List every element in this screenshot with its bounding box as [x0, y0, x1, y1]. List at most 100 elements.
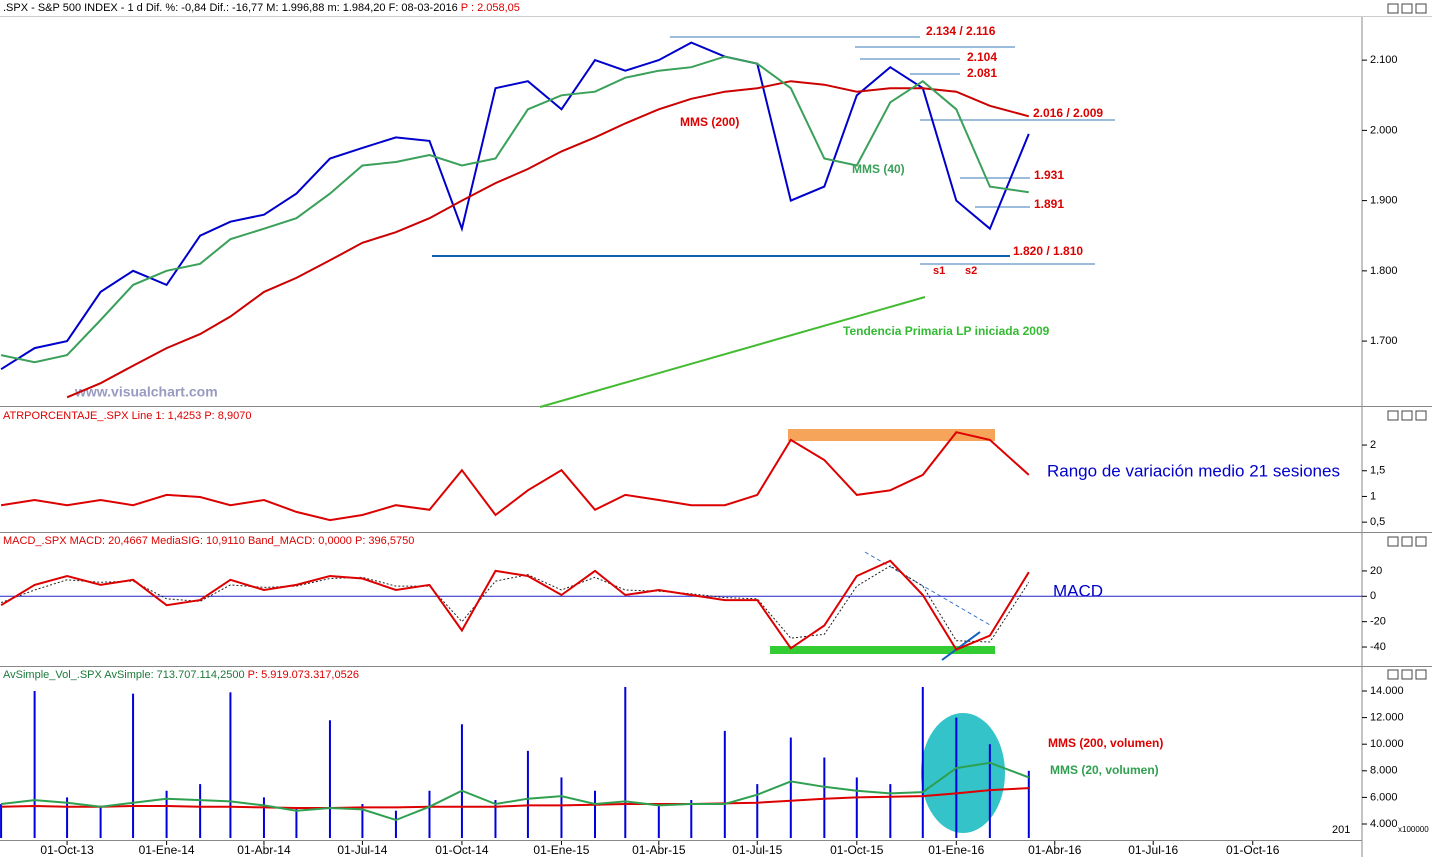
level-label: 2.016 / 2.009: [1033, 106, 1103, 120]
volume-bar: [361, 804, 364, 838]
unit-label: x100000: [1398, 825, 1429, 834]
x-tick-label: 01-Oct-13: [40, 843, 94, 857]
volume-bar: [560, 777, 563, 838]
title: .SPX - S&P 500 INDEX - 1 d Dif. %: -0,84…: [3, 2, 458, 14]
volume-bar: [428, 790, 431, 838]
volume-bar: [624, 687, 627, 838]
series-label: MMS (200, volumen): [1048, 736, 1163, 750]
x-tick-label: 01-Jul-15: [732, 843, 782, 857]
series-label: MMS (40): [852, 162, 905, 176]
x-tick-label: 01-Oct-14: [435, 843, 489, 857]
volume-bar: [789, 737, 792, 838]
level-lines: [432, 36, 1115, 408]
y-tick-label: 20: [1370, 565, 1382, 577]
volume-bar: [494, 800, 497, 838]
y-tick-label: 8.000: [1370, 765, 1398, 777]
btn[interactable]: [1401, 3, 1413, 14]
volume-bar: [99, 806, 102, 838]
y-tick-label: -40: [1370, 641, 1386, 653]
x-tick-label: 01-Abr-16: [1028, 843, 1082, 857]
swing-label: s1: [933, 265, 945, 277]
y-tick-label: 12.000: [1370, 712, 1404, 724]
swing-label: s2: [965, 265, 977, 277]
x-tick-label: 01-Jul-16: [1128, 843, 1178, 857]
btn[interactable]: [1387, 410, 1399, 421]
y-tick-label: -20: [1370, 616, 1386, 628]
volume-bar: [921, 687, 924, 838]
watermark: www.visualchart.com: [74, 384, 218, 400]
volume-bar: [328, 720, 331, 838]
level-label: 2.081: [967, 66, 997, 80]
series-label: MMS (20, volumen): [1050, 763, 1159, 777]
volume-bar: [855, 777, 858, 838]
level-label: 1.891: [1034, 197, 1064, 211]
btn[interactable]: [1387, 3, 1399, 14]
series-line: [0, 431, 1030, 522]
level-label: 2.104: [967, 50, 997, 64]
level-label: 1.820 / 1.810: [1013, 244, 1083, 258]
series-line: [0, 565, 1030, 643]
x-tick-label: 01-Ene-16: [928, 843, 984, 857]
btn[interactable]: [1401, 669, 1413, 680]
btn[interactable]: [1415, 669, 1427, 680]
volume-bar: [955, 717, 958, 838]
series-label: MMS (200): [680, 115, 739, 129]
volume-bar: [199, 784, 202, 838]
btn[interactable]: [1415, 3, 1427, 14]
title: AvSimple_Vol_.SPX AvSimple: 713.707.114,…: [3, 669, 245, 681]
volume-bar: [132, 693, 135, 838]
btn[interactable]: [1401, 536, 1413, 547]
corner-label: 201: [1332, 824, 1350, 836]
trend-line: [864, 551, 991, 626]
btn[interactable]: [1415, 536, 1427, 547]
series-line: [0, 55, 1029, 364]
volume-bar: [723, 730, 726, 838]
y-tick-label: 4.000: [1370, 818, 1398, 830]
trend-label: Tendencia Primaria LP iniciada 2009: [843, 324, 1050, 338]
volume-bar: [756, 784, 759, 838]
y-tick-label: 2: [1370, 439, 1376, 451]
panel-header: ATRPORCENTAJE_.SPX Line 1: 1,4253 P: 8,9…: [3, 410, 251, 422]
y-tick-label: 1,5: [1370, 465, 1385, 477]
series-line: [0, 559, 1030, 651]
panel-frames: [0, 16, 1432, 857]
window-buttons: [1387, 3, 1427, 680]
y-tick-label: 1.700: [1370, 335, 1398, 347]
x-tick-label: 01-Ene-14: [139, 843, 195, 857]
level-label: 2.134 / 2.116: [926, 24, 996, 38]
btn[interactable]: [1387, 669, 1399, 680]
btn[interactable]: [1415, 410, 1427, 421]
volume-bar: [394, 810, 397, 838]
volume-bar: [262, 797, 265, 838]
y-tick-label: 0: [1370, 590, 1376, 602]
volume-bar: [229, 692, 232, 838]
volume-bar: [0, 804, 3, 838]
series-line: [0, 41, 1030, 371]
x-tick-label: 01-Jul-14: [337, 843, 387, 857]
y-tick-label: 2.000: [1370, 124, 1398, 136]
y-tick-label: 0,5: [1370, 516, 1385, 528]
series-line: [0, 761, 1030, 822]
y-tick-label: 14.000: [1370, 685, 1404, 697]
panel-header: MACD_.SPX MACD: 20,4667 MediaSIG: 10,911…: [3, 535, 414, 547]
volume-bar: [889, 784, 892, 838]
volume-bar: [1027, 770, 1030, 838]
y-tick-label: 6.000: [1370, 791, 1398, 803]
volume-bar: [657, 804, 660, 838]
y-tick-label: 1.900: [1370, 195, 1398, 207]
panel-annotation: Rango de variación medio 21 sesiones: [1047, 461, 1340, 480]
volume-bar: [165, 790, 168, 838]
series-line: [66, 80, 1030, 399]
level-label: 1.931: [1034, 168, 1064, 182]
y-tick-label: 10.000: [1370, 738, 1404, 750]
title-value: P : 2.058,05: [461, 2, 520, 14]
btn[interactable]: [1401, 410, 1413, 421]
btn[interactable]: [1387, 536, 1399, 547]
x-tick-label: 01-Abr-14: [237, 843, 291, 857]
volume-bar: [690, 800, 693, 838]
volume-bar: [526, 750, 529, 838]
volume-bar: [460, 724, 463, 838]
highlight-band: [770, 646, 995, 654]
